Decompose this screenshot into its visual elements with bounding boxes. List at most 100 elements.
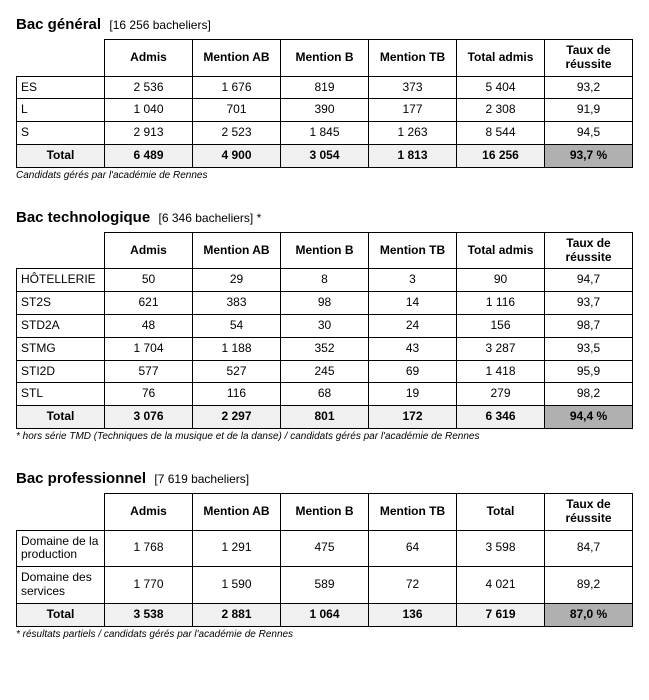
total-cell: 6 346: [457, 406, 545, 429]
footnote: * hors série TMD (Techniques de la musiq…: [16, 431, 633, 442]
total-cell: 6 489: [105, 144, 193, 167]
table-cell: 2 536: [105, 76, 193, 99]
table-column-header: Mention B: [281, 40, 369, 77]
table-column-header: Mention B: [281, 232, 369, 269]
total-cell: 2 881: [193, 603, 281, 626]
table-cell: 3 598: [457, 530, 545, 567]
total-label: Total: [17, 603, 105, 626]
table-row: S2 9132 5231 8451 2638 54494,5: [17, 122, 633, 145]
table-cell: 701: [193, 99, 281, 122]
table-column-header: Taux de réussite: [545, 40, 633, 77]
table-cell: 383: [193, 292, 281, 315]
table-cell: 1 845: [281, 122, 369, 145]
table-total-row: Total3 5382 8811 0641367 61987,0 %: [17, 603, 633, 626]
row-label: S: [17, 122, 105, 145]
table-cell: 1 116: [457, 292, 545, 315]
table-cell: 577: [105, 360, 193, 383]
table-column-header: Total admis: [457, 232, 545, 269]
table-cell: 1 768: [105, 530, 193, 567]
table-row: Domaine des services1 7701 590589724 021…: [17, 567, 633, 604]
table-cell: 1 770: [105, 567, 193, 604]
table-cell: 95,9: [545, 360, 633, 383]
table-cell: 90: [457, 269, 545, 292]
table-column-header: Mention AB: [193, 493, 281, 530]
table-cell: 43: [369, 337, 457, 360]
total-label: Total: [17, 406, 105, 429]
table-cell: 24: [369, 314, 457, 337]
table-cell: 29: [193, 269, 281, 292]
total-cell: 7 619: [457, 603, 545, 626]
table-total-row: Total6 4894 9003 0541 81316 25693,7 %: [17, 144, 633, 167]
total-cell: 4 900: [193, 144, 281, 167]
footnote: * résultats partiels / candidats gérés p…: [16, 629, 633, 640]
table-cell: 3: [369, 269, 457, 292]
table-cell: 30: [281, 314, 369, 337]
total-cell: 3 538: [105, 603, 193, 626]
table-cell: 8: [281, 269, 369, 292]
table-cell: 819: [281, 76, 369, 99]
table-cell: 64: [369, 530, 457, 567]
table-cell: 1 590: [193, 567, 281, 604]
section-title-main: Bac général: [16, 16, 101, 33]
row-label: ST2S: [17, 292, 105, 315]
section-subtitle: [6 346 bacheliers] *: [159, 211, 262, 225]
total-cell: 172: [369, 406, 457, 429]
table-cell: 245: [281, 360, 369, 383]
table-cell: 69: [369, 360, 457, 383]
table-cell: 54: [193, 314, 281, 337]
table-cell: 84,7: [545, 530, 633, 567]
total-cell: 16 256: [457, 144, 545, 167]
table-cell: 279: [457, 383, 545, 406]
table-cell: 1 291: [193, 530, 281, 567]
table-cell: 1 704: [105, 337, 193, 360]
table-cell: 68: [281, 383, 369, 406]
table-corner-empty: [17, 40, 105, 77]
section-subtitle: [16 256 bacheliers]: [109, 18, 210, 32]
table-row: HÔTELLERIE5029839094,7: [17, 269, 633, 292]
total-rate-cell: 94,4 %: [545, 406, 633, 429]
table-header-row: AdmisMention ABMention BMention TBTotal …: [17, 40, 633, 77]
total-rate-cell: 87,0 %: [545, 603, 633, 626]
table-cell: 1 040: [105, 99, 193, 122]
total-cell: 136: [369, 603, 457, 626]
table-header-row: AdmisMention ABMention BMention TBTotal …: [17, 232, 633, 269]
table-cell: 589: [281, 567, 369, 604]
footnote: Candidats gérés par l'académie de Rennes: [16, 170, 633, 181]
table-row: STL76116681927998,2: [17, 383, 633, 406]
table-column-header: Admis: [105, 232, 193, 269]
table-cell: 621: [105, 292, 193, 315]
section: Bac professionnel [7 619 bacheliers] Admi…: [16, 470, 633, 640]
table-cell: 76: [105, 383, 193, 406]
section-title: Bac général [16 256 bacheliers]: [16, 16, 633, 33]
table-cell: 177: [369, 99, 457, 122]
row-label: STD2A: [17, 314, 105, 337]
table-cell: 93,2: [545, 76, 633, 99]
table-cell: 98,2: [545, 383, 633, 406]
table-cell: 98,7: [545, 314, 633, 337]
table-cell: 93,5: [545, 337, 633, 360]
data-table: AdmisMention ABMention BMention TBTotalT…: [16, 493, 633, 627]
table-cell: 475: [281, 530, 369, 567]
table-row: ST2S62138398141 11693,7: [17, 292, 633, 315]
total-rate-cell: 93,7 %: [545, 144, 633, 167]
total-cell: 1 813: [369, 144, 457, 167]
table-row: ES2 5361 6768193735 40493,2: [17, 76, 633, 99]
table-cell: 2 308: [457, 99, 545, 122]
table-cell: 2 523: [193, 122, 281, 145]
data-table: AdmisMention ABMention BMention TBTotal …: [16, 39, 633, 168]
table-column-header: Admis: [105, 493, 193, 530]
table-cell: 4 021: [457, 567, 545, 604]
table-cell: 48: [105, 314, 193, 337]
table-cell: 91,9: [545, 99, 633, 122]
table-cell: 373: [369, 76, 457, 99]
table-column-header: Mention AB: [193, 40, 281, 77]
table-column-header: Mention TB: [369, 493, 457, 530]
row-label: Domaine des services: [17, 567, 105, 604]
table-column-header: Taux de réussite: [545, 493, 633, 530]
section-title: Bac professionnel [7 619 bacheliers]: [16, 470, 633, 487]
total-cell: 801: [281, 406, 369, 429]
total-label: Total: [17, 144, 105, 167]
table-corner-empty: [17, 493, 105, 530]
section: Bac technologique [6 346 bacheliers] *Ad…: [16, 209, 633, 442]
table-total-row: Total3 0762 2978011726 34694,4 %: [17, 406, 633, 429]
